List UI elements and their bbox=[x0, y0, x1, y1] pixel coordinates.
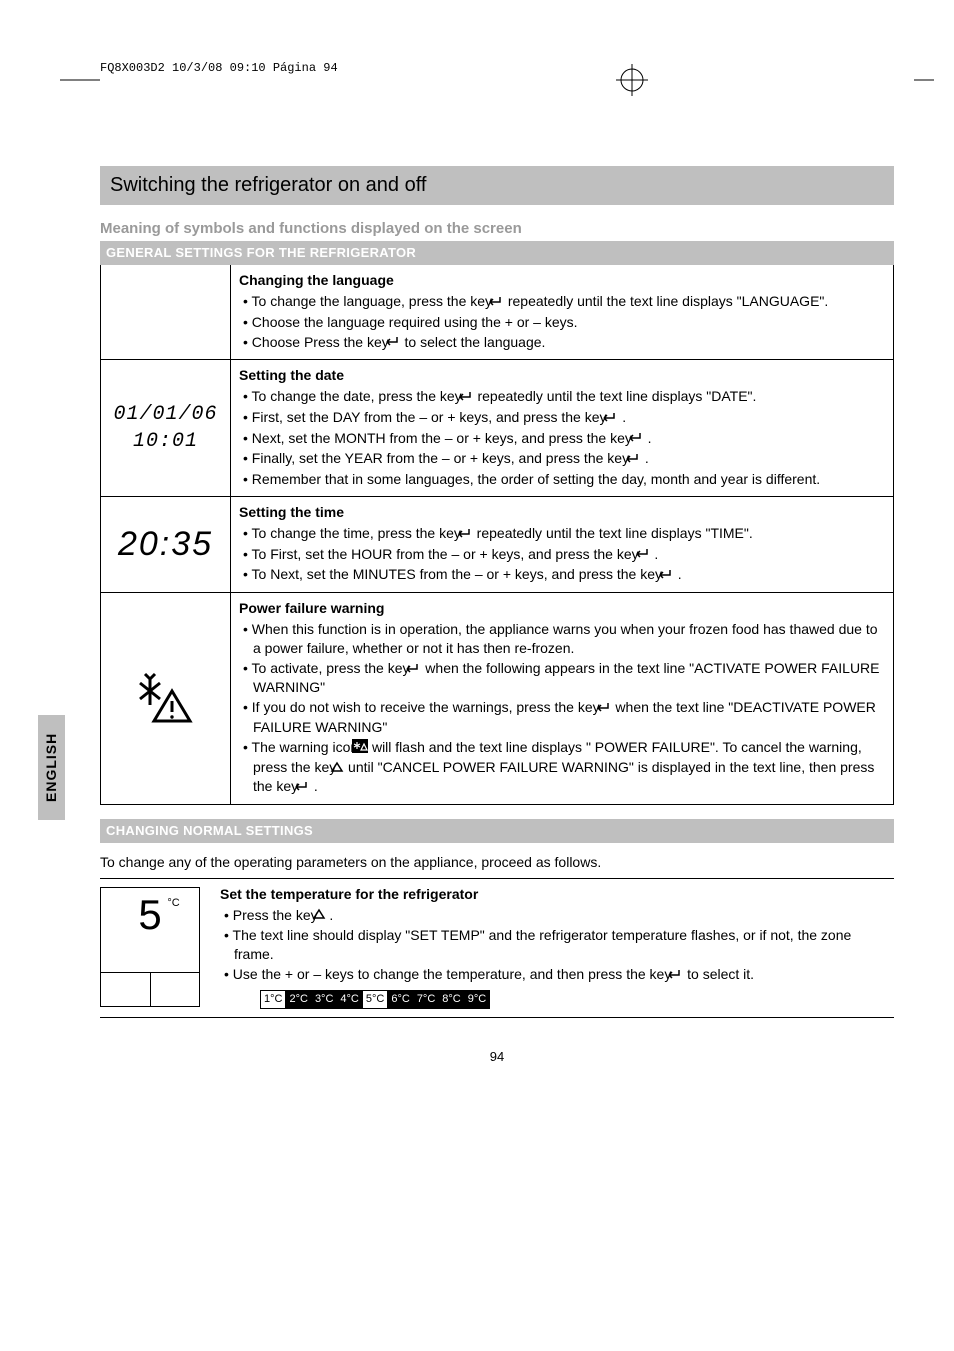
temp-unit: °C bbox=[167, 898, 179, 909]
temp-strip-cell: 5°C bbox=[363, 991, 388, 1008]
power-b1: When this function is in operation, the … bbox=[239, 620, 885, 658]
section-band-changing: CHANGING NORMAL SETTINGS bbox=[100, 819, 894, 843]
enter-icon bbox=[666, 566, 674, 585]
power-b2: To activate, press the key when the foll… bbox=[239, 659, 885, 698]
set-temp-b3: Use the + or – keys to change the temper… bbox=[220, 965, 894, 985]
lang-icon-cell bbox=[101, 265, 231, 360]
temp-small-row bbox=[101, 972, 199, 1006]
enter-icon bbox=[496, 293, 504, 312]
temp-strip: 1°C2°C3°C4°C5°C6°C7°C8°C9°C bbox=[260, 990, 490, 1009]
set-temp-block: 5°C Set the temperature for the refriger… bbox=[100, 878, 894, 1018]
temp-strip-cell: 9°C bbox=[465, 991, 489, 1008]
lang-b2: Choose the language required using the +… bbox=[239, 313, 885, 332]
date-icon-text: 01/01/06 10:01 bbox=[113, 403, 217, 453]
time-content: Setting the time To change the time, pre… bbox=[231, 496, 894, 592]
date-b1: To change the date, press the key repeat… bbox=[239, 387, 885, 407]
temp-box: 5°C bbox=[100, 887, 200, 1007]
temp-strip-cell: 6°C bbox=[388, 991, 413, 1008]
frost-warning-icon bbox=[109, 671, 222, 727]
changing-intro: To change any of the operating parameter… bbox=[100, 853, 894, 872]
enter-icon bbox=[633, 450, 641, 469]
lang-content: Changing the language To change the lang… bbox=[231, 265, 894, 360]
temp-box-wrap: 5°C bbox=[100, 879, 220, 1009]
settings-table: Changing the language To change the lang… bbox=[100, 265, 894, 805]
time-b2: To First, set the HOUR from the – or + k… bbox=[239, 545, 885, 565]
time-icon-text: 20:35 bbox=[118, 525, 213, 563]
enter-icon bbox=[302, 778, 310, 797]
enter-icon bbox=[465, 525, 473, 544]
page-title: Switching the refrigerator on and off bbox=[100, 166, 894, 205]
temp-strip-cell: 1°C bbox=[261, 991, 286, 1008]
temp-strip-cell: 7°C bbox=[414, 991, 439, 1008]
power-head: Power failure warning bbox=[239, 599, 885, 618]
crop-marks-top bbox=[60, 40, 934, 120]
date-content: Setting the date To change the date, pre… bbox=[231, 360, 894, 497]
enter-icon bbox=[636, 429, 644, 448]
temp-strip-cell: 2°C bbox=[286, 991, 311, 1008]
lang-head: Changing the language bbox=[239, 271, 885, 290]
time-icon-cell: 20:35 bbox=[101, 496, 231, 592]
enter-icon bbox=[466, 388, 474, 407]
set-temp-b1: Press the key . bbox=[220, 906, 894, 926]
section-band-general: GENERAL SETTINGS FOR THE REFRIGERATOR bbox=[100, 241, 894, 265]
enter-icon bbox=[393, 333, 401, 352]
date-b4: Finally, set the YEAR from the – or + ke… bbox=[239, 449, 885, 469]
power-content: Power failure warning When this function… bbox=[231, 593, 894, 805]
date-b3: Next, set the MONTH from the – or + keys… bbox=[239, 429, 885, 449]
power-b4: The warning icon will flash and the text… bbox=[239, 738, 885, 797]
power-icon-cell bbox=[101, 593, 231, 805]
date-head: Setting the date bbox=[239, 366, 885, 385]
subheader: Meaning of symbols and functions display… bbox=[100, 219, 894, 239]
page-number: 94 bbox=[100, 1048, 894, 1066]
time-head: Setting the time bbox=[239, 503, 885, 522]
lang-b3: Choose Press the key to select the langu… bbox=[239, 333, 885, 353]
set-temp-b2: The text line should display "SET TEMP" … bbox=[220, 926, 894, 964]
power-b3: If you do not wish to receive the warnin… bbox=[239, 698, 885, 737]
date-icon-cell: 01/01/06 10:01 bbox=[101, 360, 231, 497]
language-tab: ENGLISH bbox=[38, 715, 65, 820]
temp-strip-cell: 3°C bbox=[312, 991, 337, 1008]
time-b3: To Next, set the MINUTES from the – or +… bbox=[239, 565, 885, 585]
temp-strip-cell: 4°C bbox=[337, 991, 362, 1008]
time-b1: To change the time, press the key repeat… bbox=[239, 524, 885, 544]
set-temp-head: Set the temperature for the refrigerator bbox=[220, 885, 894, 904]
date-b5: Remember that in some languages, the ord… bbox=[239, 470, 885, 489]
date-b2: First, set the DAY from the – or + keys,… bbox=[239, 408, 885, 428]
temp-strip-cell: 8°C bbox=[439, 991, 464, 1008]
lang-b1: To change the language, press the key re… bbox=[239, 292, 885, 312]
enter-icon bbox=[604, 699, 612, 718]
enter-icon bbox=[643, 545, 651, 564]
temp-big-digit: 5°C bbox=[138, 894, 161, 936]
set-temp-content: Set the temperature for the refrigerator… bbox=[220, 879, 894, 1009]
